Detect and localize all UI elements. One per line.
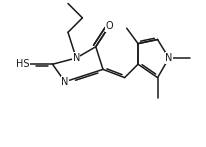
Text: N: N [61,77,69,87]
Text: HS: HS [16,59,29,69]
Text: O: O [105,21,113,31]
Text: N: N [165,53,173,63]
Text: N: N [73,53,80,63]
